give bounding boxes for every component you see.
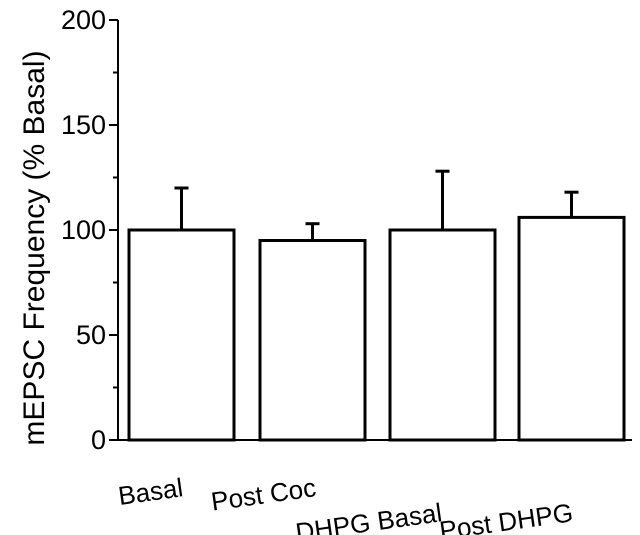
- bars: [127, 215, 626, 442]
- bar: [517, 215, 626, 442]
- x-tick-label: Post Coc: [209, 472, 318, 516]
- x-tick-label: Basal: [116, 472, 185, 511]
- bar: [258, 239, 367, 442]
- y-tick-label: 50: [76, 320, 106, 350]
- y-tick-label: 100: [61, 215, 106, 245]
- error-bars: [174, 169, 579, 241]
- y-axis-title: mEPSC Frequency (% Basal): [18, 50, 51, 445]
- bar: [388, 228, 497, 442]
- x-tick-label: Post DHPG: [438, 497, 575, 535]
- y-tick-label: 150: [61, 110, 106, 140]
- y-ticks: 0 50 100 150 200: [61, 5, 118, 455]
- y-tick-label: 200: [61, 5, 106, 35]
- bar: [127, 228, 236, 442]
- x-tick-label: DHPG Basal: [294, 497, 444, 535]
- y-tick-label: 0: [91, 425, 106, 455]
